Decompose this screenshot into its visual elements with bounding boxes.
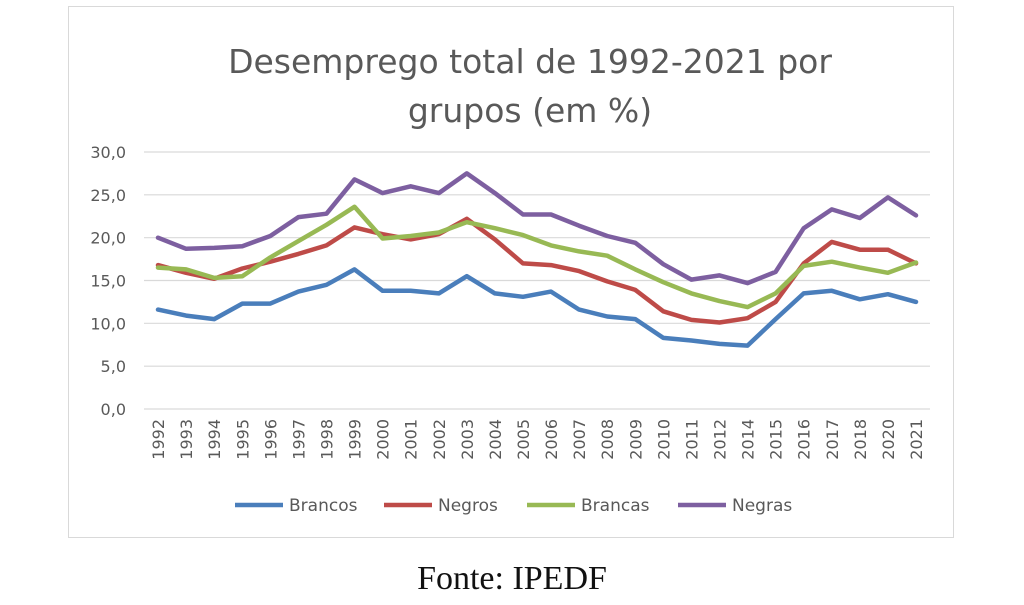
x-tick-label: 2018 xyxy=(851,419,870,460)
x-tick-label: 1996 xyxy=(261,419,280,460)
x-tick-label: 2001 xyxy=(402,419,421,460)
x-tick-label: 2020 xyxy=(879,419,898,460)
line-chart: Desemprego total de 1992-2021 por grupos… xyxy=(90,42,930,516)
y-tick-label: 0,0 xyxy=(101,400,126,419)
x-tick-label: 2007 xyxy=(570,419,589,460)
y-axis-ticks: 0,0 5,0 10,0 15,0 20,0 25,0 30,0 xyxy=(90,143,126,419)
x-tick-label: 1992 xyxy=(149,419,168,460)
x-tick-label: 2006 xyxy=(542,419,561,460)
chart-frame xyxy=(68,6,954,538)
x-tick-label: 1995 xyxy=(233,419,252,460)
series-line-negras xyxy=(155,171,919,286)
y-tick-label: 25,0 xyxy=(90,186,126,205)
x-tick-label: 2005 xyxy=(514,419,533,460)
series-lines xyxy=(155,171,919,348)
x-tick-label: 2002 xyxy=(430,419,449,460)
x-tick-label: 1999 xyxy=(346,419,365,460)
x-tick-label: 2012 xyxy=(710,419,729,460)
y-tick-label: 20,0 xyxy=(90,229,126,248)
source-caption: Fonte: IPEDF xyxy=(417,560,607,597)
x-tick-label: 2021 xyxy=(907,419,926,460)
x-tick-label: 2000 xyxy=(374,419,393,460)
y-tick-label: 30,0 xyxy=(90,143,126,162)
x-tick-label: 2008 xyxy=(598,419,617,460)
chart-title-line-1: Desemprego total de 1992-2021 por xyxy=(228,42,832,81)
x-tick-label: 1997 xyxy=(289,419,308,460)
x-tick-label: 2016 xyxy=(795,419,814,460)
gridlines xyxy=(144,151,930,410)
x-tick-label: 2015 xyxy=(767,419,786,460)
x-tick-label: 1993 xyxy=(177,419,196,460)
x-tick-label: 2017 xyxy=(823,419,842,460)
x-tick-label: 2011 xyxy=(682,419,701,460)
legend: Brancos Negros Brancas Negras xyxy=(235,496,792,516)
x-tick-label: 2010 xyxy=(654,419,673,460)
series-line-brancos xyxy=(155,267,919,348)
x-tick-label: 2009 xyxy=(626,419,645,460)
x-tick-label: 2004 xyxy=(486,419,505,460)
x-tick-label: 2014 xyxy=(739,419,758,460)
legend-label-negros: Negros xyxy=(438,496,498,516)
y-tick-label: 10,0 xyxy=(90,314,126,333)
legend-label-brancos: Brancos xyxy=(289,496,358,516)
legend-label-negras: Negras xyxy=(732,496,792,516)
y-tick-label: 15,0 xyxy=(90,272,126,291)
x-axis-ticks: 1992 1993 1994 1995 1996 1997 1998 1999 2000 2001… xyxy=(149,419,926,460)
chart-title-line-2: grupos (em %) xyxy=(408,91,652,130)
x-tick-label: 2003 xyxy=(458,419,477,460)
x-tick-label: 1994 xyxy=(205,419,224,460)
series-line-brancas xyxy=(155,204,919,310)
x-tick-label: 1998 xyxy=(317,419,336,460)
y-tick-label: 5,0 xyxy=(101,357,126,376)
legend-label-brancas: Brancas xyxy=(581,496,650,516)
